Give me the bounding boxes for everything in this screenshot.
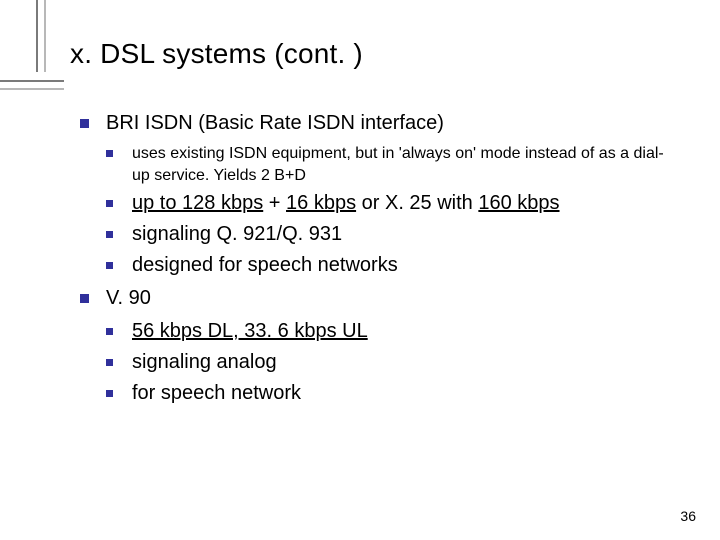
text-run: or X. 25 with	[356, 192, 478, 214]
text-run: for speech network	[132, 382, 301, 404]
list-item-label: 56 kbps DL, 33. 6 kbps UL	[132, 320, 368, 342]
square-bullet-icon	[106, 390, 113, 397]
deco-horz-inner	[0, 88, 64, 90]
slide-body: BRI ISDN (Basic Rate ISDN interface) uses…	[80, 110, 680, 413]
text-run: +	[263, 192, 286, 214]
underlined-text: 16 kbps	[286, 192, 356, 214]
bullet-list-level2: 56 kbps DL, 33. 6 kbps UL signaling analo…	[106, 318, 680, 407]
list-item: signaling Q. 921/Q. 931	[106, 221, 680, 248]
underlined-text: 160 kbps	[478, 192, 559, 214]
list-item-label: designed for speech networks	[132, 254, 398, 276]
square-bullet-icon	[106, 359, 113, 366]
list-item-label: V. 90	[106, 287, 151, 309]
square-bullet-icon	[80, 119, 89, 128]
list-item-label: BRI ISDN (Basic Rate ISDN interface)	[106, 112, 444, 134]
list-item-label: up to 128 kbps + 16 kbps or X. 25 with 1…	[132, 192, 560, 214]
list-item: designed for speech networks	[106, 252, 680, 279]
list-item: uses existing ISDN equipment, but in 'al…	[106, 143, 680, 186]
list-item: signaling analog	[106, 349, 680, 376]
deco-horz-outer	[0, 80, 64, 82]
square-bullet-icon	[106, 231, 113, 238]
square-bullet-icon	[106, 200, 113, 207]
list-item: up to 128 kbps + 16 kbps or X. 25 with 1…	[106, 190, 680, 217]
deco-vert-inner	[44, 0, 46, 72]
text-run: designed for speech networks	[132, 254, 398, 276]
square-bullet-icon	[106, 262, 113, 269]
list-item: BRI ISDN (Basic Rate ISDN interface) uses…	[80, 110, 680, 279]
text-run: signaling Q. 921/Q. 931	[132, 223, 342, 245]
list-item-label: signaling analog	[132, 351, 277, 373]
square-bullet-icon	[80, 294, 89, 303]
page-number: 36	[680, 508, 696, 524]
list-item-label: uses existing ISDN equipment, but in 'al…	[132, 145, 664, 184]
square-bullet-icon	[106, 150, 113, 157]
list-item: 56 kbps DL, 33. 6 kbps UL	[106, 318, 680, 345]
list-item-label: for speech network	[132, 382, 301, 404]
list-item-label: signaling Q. 921/Q. 931	[132, 223, 342, 245]
list-item: for speech network	[106, 380, 680, 407]
slide: x. DSL systems (cont. ) BRI ISDN (Basic …	[0, 0, 720, 540]
underlined-text: up to 128 kbps	[132, 192, 263, 214]
list-item: V. 90 56 kbps DL, 33. 6 kbps UL signaling …	[80, 285, 680, 407]
text-run: signaling analog	[132, 351, 277, 373]
bullet-list-level2: uses existing ISDN equipment, but in 'al…	[106, 143, 680, 279]
text-run: uses existing ISDN equipment, but in 'al…	[132, 145, 664, 184]
deco-vert-outer	[36, 0, 38, 72]
square-bullet-icon	[106, 328, 113, 335]
bullet-list-level1: BRI ISDN (Basic Rate ISDN interface) uses…	[80, 110, 680, 407]
underlined-text: 56 kbps DL, 33. 6 kbps UL	[132, 320, 368, 342]
slide-title: x. DSL systems (cont. )	[70, 38, 363, 70]
